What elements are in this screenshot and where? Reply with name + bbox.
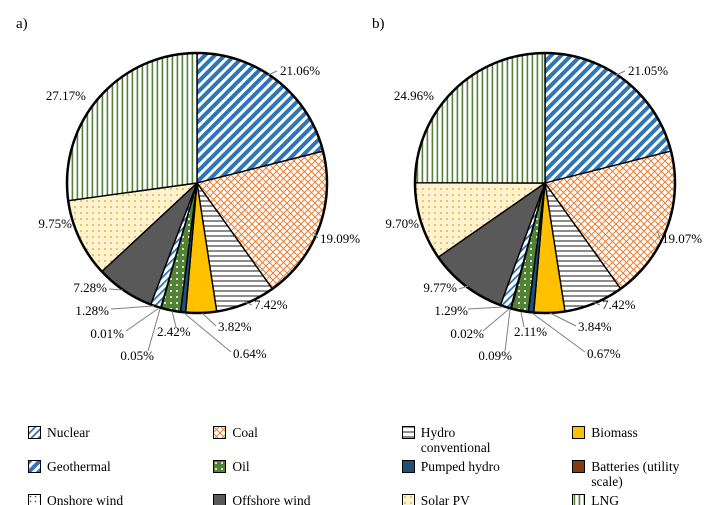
legend-item-coal: Coal	[213, 425, 401, 459]
label-a-lng: 27.17%	[46, 88, 86, 103]
legend-column-1: Nuclear Geothermal Onshore wind	[28, 425, 213, 505]
legend-item-batteries: Batteries (utility scale)	[572, 459, 721, 493]
legend-item-pumped-hydro: Pumped hydro	[401, 459, 573, 493]
legend-label: Oil	[232, 459, 250, 474]
hydro-conventional-swatch-icon	[401, 426, 415, 439]
leader-line	[592, 301, 601, 306]
nuclear-swatch-icon	[28, 426, 41, 439]
legend-item-offshore-wind: Offshore wind	[213, 493, 401, 505]
legend-label: Nuclear	[47, 425, 90, 440]
batteries-swatch-icon	[572, 460, 586, 473]
leader-line	[504, 309, 511, 352]
slice-labels-b: 21.05% 19.07% 7.42% 3.84% 0.67% 2.11% 0.…	[385, 63, 702, 363]
pie-chart-b	[413, 51, 677, 315]
offshore-wind-swatch-icon	[213, 494, 227, 505]
legend-label: Solar PV	[420, 493, 470, 505]
legend-column-2: Coal Oil Offshore wind	[213, 425, 401, 505]
legend: Nuclear Geothermal Onshore wind Coal Oil…	[0, 425, 721, 505]
pumped-hydro-swatch-icon	[401, 460, 415, 473]
legend-label: Offshore wind	[232, 493, 311, 505]
leader-lines-b	[458, 70, 661, 353]
leader-line	[265, 70, 278, 77]
lng-swatch-icon	[572, 494, 586, 505]
leader-line	[613, 70, 626, 77]
legend-label: Onshore wind	[47, 493, 124, 505]
leader-line	[549, 312, 577, 327]
legend-item-geothermal: Geothermal	[28, 459, 213, 493]
label-a-biomass: 3.82%	[218, 319, 252, 334]
leader-line	[147, 308, 161, 352]
leader-line	[531, 312, 586, 353]
leader-line	[125, 307, 160, 332]
legend-label: Coal	[232, 425, 258, 440]
legend-item-hydro-conventional: Hydro conventional	[401, 425, 573, 459]
label-b-offshore-wind: 9.77%	[423, 280, 457, 295]
label-b-oil: 2.11%	[514, 324, 547, 339]
legend-item-oil: Oil	[213, 459, 401, 493]
label-a-geothermal: 21.06%	[280, 63, 320, 78]
legend-label: Geothermal	[47, 459, 111, 474]
oil-swatch-icon	[213, 460, 227, 473]
legend-label: Biomass	[591, 425, 638, 440]
biomass-swatch-icon	[572, 426, 586, 439]
pie-charts-svg: a) b) 21.06% 19.09% 7.42% 3.82% 0.64% 2.…	[16, 16, 702, 363]
pie-a-outline	[65, 51, 329, 315]
label-b-coal: 19.07%	[662, 231, 702, 246]
label-a-nuclear: 1.28%	[75, 303, 109, 318]
label-a-offshore-wind: 7.28%	[73, 280, 107, 295]
solar-pv-swatch-icon	[401, 494, 415, 505]
label-a-solar-pv: 9.75%	[38, 216, 72, 231]
leader-line	[520, 311, 525, 328]
label-a-oil: 2.42%	[157, 324, 191, 339]
slice-labels-a: 21.06% 19.09% 7.42% 3.82% 0.64% 2.42% 0.…	[38, 63, 360, 363]
legend-column-4: Biomass Batteries (utility scale) LNG	[572, 425, 721, 505]
leader-line	[201, 312, 217, 327]
panel-a-label: a)	[16, 16, 28, 32]
label-b-geothermal: 21.05%	[628, 63, 668, 78]
label-a-batteries: 0.01%	[90, 326, 124, 341]
leader-line	[467, 306, 504, 310]
panel-b-label: b)	[372, 16, 385, 32]
leader-lines-a	[108, 70, 319, 353]
onshore-wind-swatch-icon	[28, 494, 41, 505]
legend-label: Pumped hydro	[420, 459, 500, 474]
pie-b-slice-lng	[414, 52, 546, 184]
geothermal-swatch-icon	[28, 460, 41, 473]
label-b-onshore-wind: 0.09%	[478, 348, 512, 363]
leader-line	[171, 310, 177, 328]
legend-item-solar-pv: Solar PV	[401, 493, 573, 505]
leader-line	[110, 305, 155, 310]
coal-swatch-icon	[213, 426, 227, 439]
label-b-hydro-conventional: 7.42%	[602, 297, 636, 312]
legend-item-nuclear: Nuclear	[28, 425, 213, 459]
label-b-pumped-hydro: 0.67%	[587, 346, 621, 361]
legend-item-lng: LNG	[572, 493, 721, 505]
label-a-hydro-conventional: 7.42%	[254, 297, 288, 312]
label-b-nuclear: 1.29%	[434, 303, 468, 318]
pie-chart-a	[65, 51, 329, 315]
legend-label: Batteries (utility scale)	[591, 459, 680, 490]
label-b-biomass: 3.84%	[578, 319, 612, 334]
label-b-solar-pv: 9.70%	[385, 216, 419, 231]
leader-line	[458, 285, 469, 290]
legend-label: Hydro conventional	[420, 425, 491, 456]
label-b-lng: 24.96%	[394, 88, 434, 103]
legend-item-biomass: Biomass	[572, 425, 721, 459]
pie-a-slice-lng	[66, 52, 198, 202]
leader-line	[656, 230, 661, 239]
label-b-batteries: 0.02%	[450, 326, 484, 341]
leader-line	[244, 301, 253, 306]
leader-line	[183, 312, 232, 353]
legend-item-onshore-wind: Onshore wind	[28, 493, 213, 505]
leader-line	[108, 288, 124, 291]
label-a-pumped-hydro: 0.64%	[233, 346, 267, 361]
leader-line	[482, 308, 510, 332]
legend-column-3: Hydro conventional Pumped hydro Solar PV	[401, 425, 573, 505]
leader-line	[312, 231, 319, 239]
label-a-coal: 19.09%	[320, 231, 360, 246]
label-a-onshore-wind: 0.05%	[120, 348, 154, 363]
legend-label: LNG	[591, 493, 620, 505]
pie-b-outline	[413, 51, 677, 315]
